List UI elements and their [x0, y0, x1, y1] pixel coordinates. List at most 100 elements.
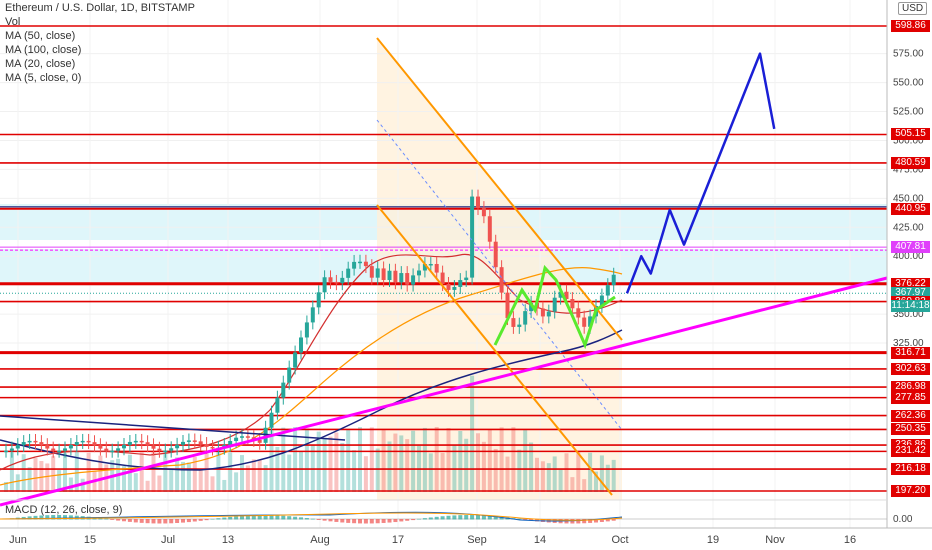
- macd-histogram-bar: [422, 518, 427, 520]
- indicator-vol[interactable]: Vol: [5, 16, 21, 28]
- macd-histogram-bar: [470, 515, 475, 520]
- macd-histogram-bar: [481, 515, 486, 520]
- price-tag: 505.15: [891, 128, 930, 141]
- candle-body: [234, 437, 239, 442]
- macd-histogram-bar: [535, 519, 539, 522]
- macd-histogram-bar: [263, 515, 268, 520]
- channel-upper: [376, 37, 623, 341]
- macd-histogram-bar: [322, 519, 327, 521]
- y-tick-label: 475.00: [893, 164, 924, 175]
- volume-bar: [428, 453, 433, 492]
- macd-histogram-bar: [175, 519, 180, 523]
- ascending-trendline: [0, 276, 888, 507]
- chart-title: Ethereum / U.S. Dollar, 1D, BITSTAMP: [5, 2, 195, 14]
- volume-bar: [281, 427, 286, 492]
- price-tag: 302.63: [891, 362, 930, 375]
- volume-bar: [499, 427, 504, 492]
- volume-bar: [375, 448, 380, 492]
- y-tick-label: 400.00: [893, 251, 924, 262]
- candle-body: [293, 352, 298, 368]
- candle-body: [122, 444, 126, 449]
- y-tick-label: 350.00: [893, 309, 924, 320]
- macd-indicator-label[interactable]: MACD (12, 26, close, 9): [5, 504, 123, 516]
- candle-body: [523, 311, 528, 325]
- candle-body: [417, 270, 421, 276]
- volume-bar: [588, 452, 593, 492]
- ma50-line: [0, 267, 623, 486]
- indicator-ma50[interactable]: MA (50, close): [5, 30, 76, 42]
- y-tick-label: 500.00: [893, 135, 924, 146]
- time-axis-labels: Jun 15 Jul 13 Aug 17 Sep 14 Oct 19 Nov 16: [9, 534, 856, 546]
- candle-body: [352, 261, 357, 269]
- volume-bar: [540, 461, 545, 492]
- macd-histogram-bar: [594, 519, 598, 523]
- candle-body: [546, 311, 551, 317]
- macd-histogram-bar: [369, 519, 374, 524]
- candle-body: [340, 277, 345, 284]
- candle-body: [605, 285, 610, 296]
- candle-body: [228, 441, 233, 445]
- currency-badge[interactable]: USD: [898, 2, 928, 15]
- volume-bar: [198, 468, 203, 492]
- indicator-ma100[interactable]: MA (100, close): [5, 44, 82, 56]
- x-tick-label: Aug: [310, 534, 330, 546]
- volume-bar: [234, 472, 239, 492]
- volume-bar: [257, 459, 262, 492]
- candle-body: [27, 440, 32, 443]
- volume-bar: [334, 432, 339, 492]
- candle-body: [175, 444, 180, 449]
- macd-zero-label: 0.00: [893, 514, 913, 525]
- volume-bar: [21, 454, 26, 492]
- volume-bar: [399, 435, 404, 492]
- candle-body: [257, 439, 262, 443]
- candle-body: [328, 277, 333, 282]
- volume-bar: [381, 429, 386, 492]
- price-tag: 440.95: [891, 202, 930, 215]
- candle-body: [281, 382, 286, 398]
- candle-body: [576, 308, 581, 318]
- candle-body: [110, 450, 115, 453]
- macd-histogram-bar: [163, 519, 168, 524]
- volume-bar: [169, 468, 174, 492]
- candle-body: [387, 270, 392, 280]
- volume-bar: [98, 455, 103, 492]
- volume-bar: [476, 433, 480, 492]
- volume-bar: [546, 463, 551, 492]
- macd-histogram-bar: [299, 517, 303, 520]
- macd-histogram-bar: [576, 519, 581, 524]
- x-tick-label: 19: [707, 534, 719, 546]
- volume-bar: [434, 427, 439, 492]
- macd-histogram-bar: [328, 519, 333, 522]
- volume-bar: [576, 452, 581, 492]
- candle-body: [505, 292, 510, 319]
- macd-histogram-bar: [151, 519, 156, 524]
- price-levels: [0, 25, 887, 492]
- candle-body: [204, 443, 209, 447]
- volume-bar: [523, 429, 528, 492]
- volume-bar: [175, 457, 180, 492]
- volume-bar: [582, 479, 587, 492]
- volume-bar: [594, 471, 598, 492]
- volume-bar: [122, 466, 126, 492]
- macd-histogram-bar: [464, 515, 469, 520]
- indicator-ma5[interactable]: MA (5, close, 0): [5, 72, 82, 84]
- candle-body: [116, 448, 121, 451]
- volume-bar: [33, 458, 38, 492]
- volume-bar: [269, 430, 274, 492]
- candle-body: [127, 441, 132, 445]
- macd-histogram-bar: [452, 515, 457, 520]
- candle-body: [245, 436, 250, 438]
- candle-body: [440, 272, 445, 285]
- candle-body: [411, 275, 416, 285]
- volume-bar: [192, 456, 197, 492]
- x-tick-label: Jul: [161, 534, 175, 546]
- indicator-ma20[interactable]: MA (20, close): [5, 58, 76, 70]
- macd-histogram-bar: [210, 518, 215, 520]
- macd-histogram-bar: [611, 519, 616, 521]
- price-tag: 197.20: [891, 485, 930, 497]
- volume-bar: [15, 474, 20, 492]
- macd-histogram-bar: [340, 519, 345, 523]
- volume-bar: [505, 456, 510, 492]
- macd-histogram-bar: [275, 515, 280, 520]
